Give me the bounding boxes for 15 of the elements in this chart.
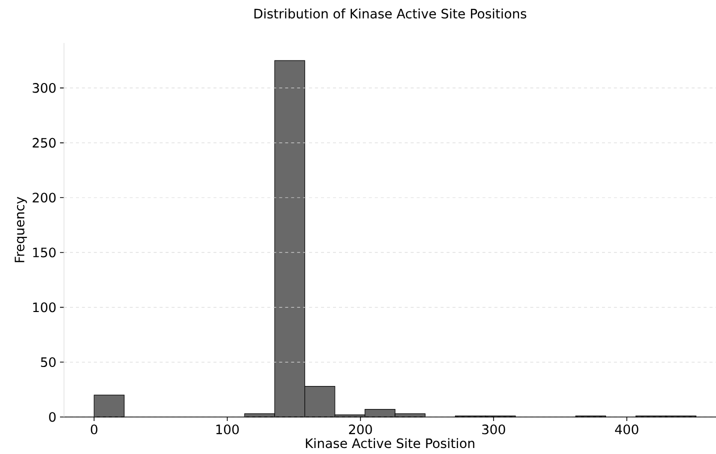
y-tick-label: 150: [33, 248, 56, 258]
x-tick-label: 0: [90, 424, 98, 434]
x-tick-label: 100: [216, 424, 239, 434]
x-tick-label: 200: [349, 424, 372, 434]
y-tick-label: 0: [49, 412, 56, 422]
y-tick-label: 250: [32, 138, 56, 148]
x-tick-label: 300: [482, 424, 506, 434]
y-tick-label: 50: [41, 357, 56, 368]
chart-title: Distribution of Kinase Active Site Positions: [254, 8, 526, 19]
y-tick-label: 200: [32, 192, 56, 203]
y-axis-title: Frequency: [14, 196, 27, 262]
x-tick-label: 400: [615, 424, 638, 434]
x-axis-title: Kinase Active Site Position: [306, 438, 474, 448]
y-tick-label: 300: [32, 83, 56, 93]
y-tick-label: 100: [33, 302, 56, 312]
